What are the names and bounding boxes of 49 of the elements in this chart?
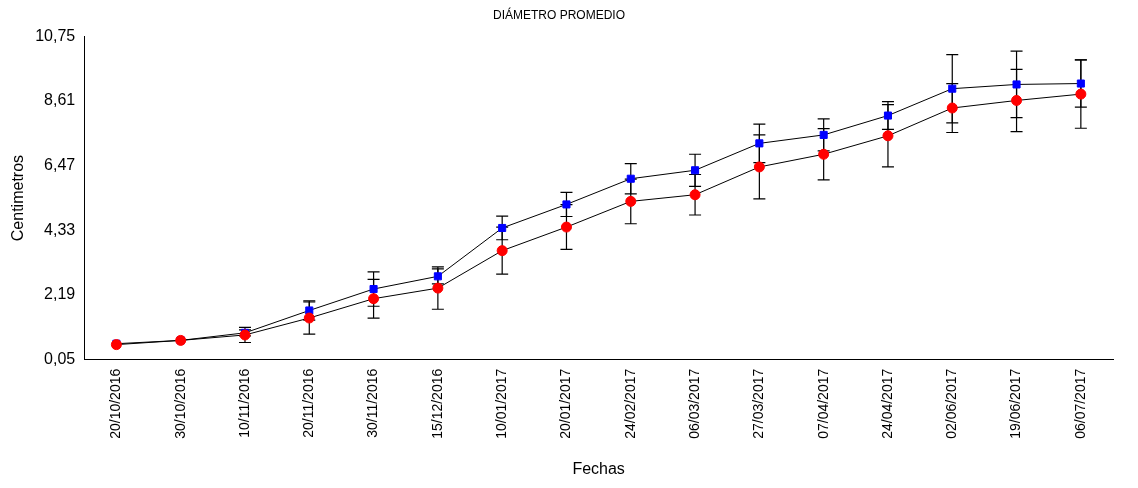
point bbox=[883, 111, 892, 120]
chart-title: DIÁMETRO PROMEDIO bbox=[492, 6, 626, 22]
point bbox=[496, 245, 508, 257]
point bbox=[753, 161, 765, 173]
point bbox=[498, 223, 507, 233]
point bbox=[369, 284, 378, 294]
x-tick-label: 27/03/2017 bbox=[750, 368, 767, 439]
point bbox=[1076, 79, 1085, 88]
y-tick-label: 0,05 bbox=[44, 350, 76, 368]
y-tick-label: 6,47 bbox=[44, 156, 76, 174]
point bbox=[368, 293, 380, 305]
point bbox=[819, 130, 828, 139]
point bbox=[1011, 94, 1023, 106]
x-tick-label: 30/11/2016 bbox=[364, 368, 381, 438]
point bbox=[948, 84, 957, 93]
x-tick-label: 20/10/2016 bbox=[107, 368, 124, 439]
point bbox=[818, 148, 830, 160]
x-tick-label: 24/02/2017 bbox=[621, 368, 638, 439]
point bbox=[562, 200, 571, 209]
point bbox=[625, 195, 637, 207]
x-tick-label: 10/01/2017 bbox=[493, 368, 510, 439]
point bbox=[1012, 80, 1021, 89]
y-tick-label: 8,61 bbox=[44, 91, 76, 109]
x-tick-label: 30/10/2016 bbox=[171, 368, 188, 439]
point bbox=[432, 282, 444, 294]
x-tick-label: 02/06/2017 bbox=[943, 368, 960, 439]
point bbox=[691, 166, 700, 175]
x-tick-label: 06/03/2017 bbox=[685, 368, 702, 439]
x-tick-label: 10/11/2016 bbox=[235, 368, 252, 438]
x-tick-label: 20/01/2017 bbox=[557, 368, 574, 439]
x-tick-label: 24/04/2017 bbox=[878, 368, 895, 439]
x-tick-label: 06/07/2017 bbox=[1071, 368, 1088, 439]
x-tick-label: 07/04/2017 bbox=[814, 368, 831, 439]
point bbox=[560, 221, 572, 233]
x-tick-label: 15/12/2016 bbox=[428, 368, 445, 439]
x-tick-label: 19/06/2017 bbox=[1007, 368, 1024, 439]
point bbox=[303, 312, 315, 324]
x-tick-label: 20/11/2016 bbox=[300, 368, 317, 438]
point bbox=[882, 130, 894, 142]
y-tick-label: 2,19 bbox=[44, 285, 76, 303]
point bbox=[1075, 88, 1087, 100]
y-tick-label: 4,33 bbox=[44, 220, 76, 238]
y-tick-label: 10,75 bbox=[35, 26, 76, 44]
point bbox=[755, 139, 764, 148]
y-axis-title: Centimetros bbox=[9, 154, 27, 242]
point bbox=[689, 189, 701, 201]
point bbox=[626, 174, 635, 183]
x-axis-title: Fechas bbox=[572, 459, 625, 477]
point bbox=[946, 102, 958, 114]
